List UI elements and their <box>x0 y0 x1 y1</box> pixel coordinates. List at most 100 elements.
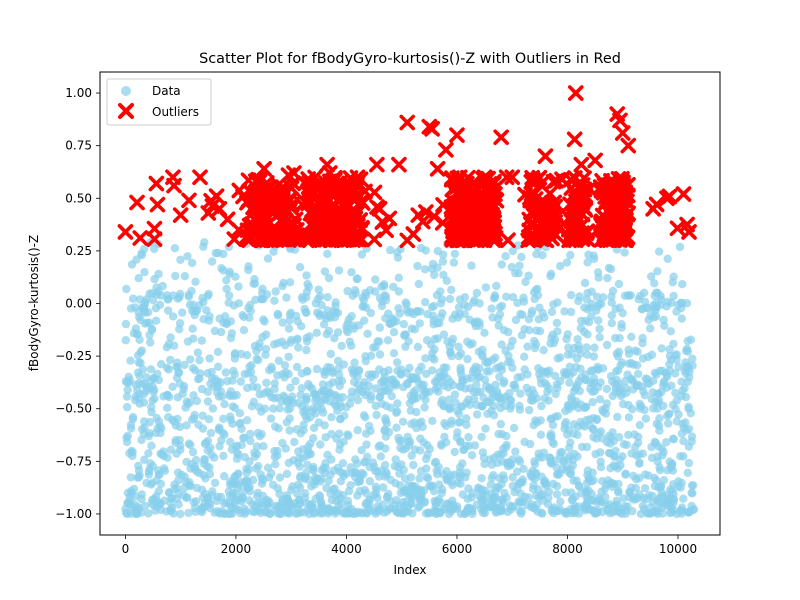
outlier-point <box>523 174 540 190</box>
data-point <box>296 390 305 400</box>
data-point <box>382 470 391 479</box>
data-point <box>235 481 244 490</box>
y-tick-label: 0.50 <box>65 191 92 205</box>
data-point <box>182 493 191 502</box>
data-point <box>163 306 173 315</box>
data-point <box>270 296 279 305</box>
data-point <box>502 292 511 301</box>
data-point <box>193 348 203 357</box>
data-point <box>576 323 586 333</box>
data-point <box>513 467 522 476</box>
data-point <box>688 354 697 363</box>
data-point <box>428 416 437 426</box>
data-point <box>453 406 462 415</box>
data-point <box>653 452 662 461</box>
data-point <box>182 457 191 467</box>
data-point <box>366 308 375 318</box>
data-point <box>506 342 515 351</box>
data-point <box>175 319 185 328</box>
data-point <box>593 362 602 372</box>
data-point <box>248 507 257 516</box>
data-point <box>688 489 697 498</box>
outlier-point <box>391 156 407 173</box>
data-point <box>154 487 163 496</box>
data-point <box>506 404 515 413</box>
data-point <box>404 507 413 516</box>
x-tick-label: 0 <box>122 542 130 556</box>
outlier-point <box>424 121 440 137</box>
data-point <box>628 405 637 414</box>
data-point <box>232 454 242 463</box>
data-point <box>236 377 245 386</box>
outlier-point <box>429 161 446 177</box>
data-point <box>291 376 300 386</box>
data-point <box>171 271 180 281</box>
data-point <box>259 442 268 451</box>
data-point <box>552 481 562 491</box>
x-tick-label: 2000 <box>221 542 252 556</box>
data-point <box>481 424 490 433</box>
data-point <box>513 373 522 382</box>
data-point <box>364 421 374 431</box>
data-point <box>373 337 382 346</box>
data-point <box>376 441 385 450</box>
data-point <box>598 507 607 517</box>
legend-data-marker <box>121 86 131 96</box>
data-point <box>166 355 175 365</box>
data-point <box>413 342 423 352</box>
data-point <box>497 495 506 505</box>
data-point <box>540 378 550 388</box>
data-point <box>153 369 162 379</box>
data-point <box>482 381 491 391</box>
data-point <box>664 410 673 419</box>
data-point <box>190 464 199 474</box>
data-point <box>147 402 156 412</box>
data-point <box>606 372 616 381</box>
data-point <box>353 426 362 435</box>
data-point <box>270 446 279 456</box>
data-point <box>439 270 448 280</box>
outlier-point <box>274 192 290 209</box>
data-point <box>659 476 669 485</box>
data-point <box>593 268 603 277</box>
data-point <box>423 450 432 459</box>
data-point <box>631 443 640 452</box>
data-point <box>652 476 661 485</box>
chart-title: Scatter Plot for fBodyGyro-kurtosis()-Z … <box>199 51 621 67</box>
data-point <box>152 316 161 325</box>
data-point <box>205 312 214 321</box>
data-point <box>226 437 235 447</box>
data-point <box>464 433 473 442</box>
data-point <box>581 402 590 412</box>
data-point <box>282 469 292 479</box>
data-point <box>308 465 317 474</box>
data-point <box>553 412 562 421</box>
data-point <box>666 508 675 518</box>
data-point <box>174 368 183 377</box>
data-point <box>380 460 390 470</box>
data-point <box>359 296 368 305</box>
data-point <box>687 432 697 441</box>
data-point <box>517 331 527 340</box>
data-point <box>581 487 591 496</box>
data-point <box>144 509 153 518</box>
data-point <box>309 434 318 443</box>
x-tick-label: 6000 <box>442 542 473 556</box>
data-point <box>139 429 148 439</box>
outlier-point <box>620 137 637 154</box>
data-point <box>595 497 605 506</box>
data-point <box>482 367 492 376</box>
data-point <box>183 252 192 261</box>
data-point <box>191 277 200 286</box>
data-point <box>666 485 675 494</box>
data-point <box>416 434 425 443</box>
data-point <box>293 505 303 514</box>
data-point <box>146 338 155 347</box>
data-point <box>163 295 172 304</box>
data-point <box>454 342 463 351</box>
outlier-point <box>679 216 695 233</box>
data-point <box>194 420 203 429</box>
data-point <box>302 287 312 297</box>
data-point <box>440 419 449 428</box>
